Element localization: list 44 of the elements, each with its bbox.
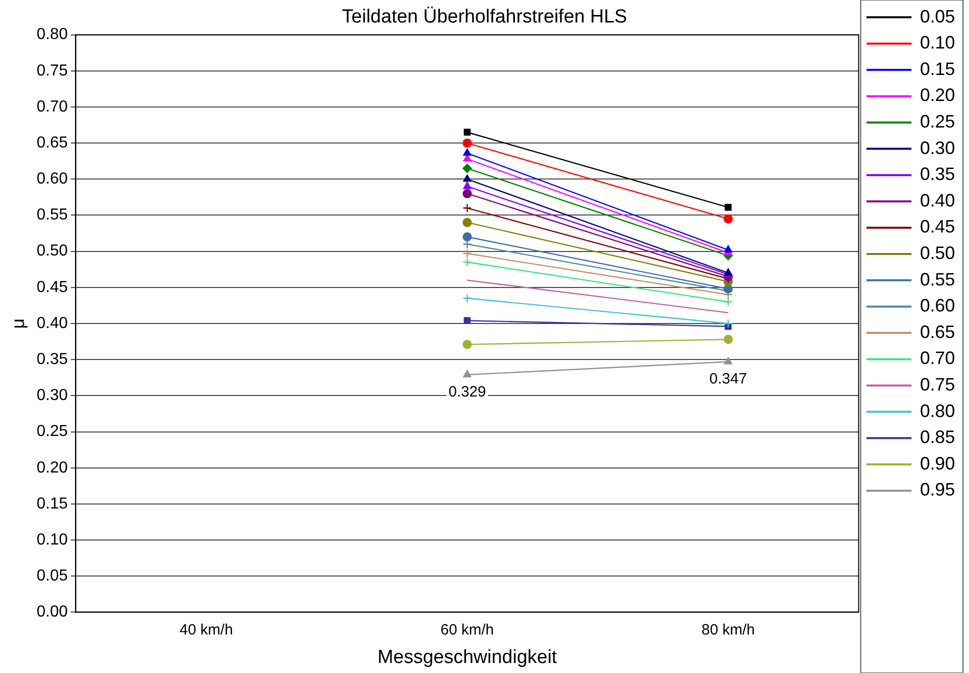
y-tick-label: 0.80	[36, 26, 68, 44]
chart-title: Teildaten Überholfahrstreifen HLS	[342, 6, 628, 28]
legend-label: 0.65	[920, 322, 956, 342]
legend-label: 0.60	[920, 296, 956, 316]
legend-label: 0.40	[920, 190, 956, 210]
legend-label: 0.20	[920, 85, 956, 106]
x-tick-label: 40 km/h	[180, 621, 233, 638]
y-tick-label: 0.10	[36, 531, 68, 548]
legend-label: 0.25	[920, 111, 956, 132]
y-tick-label: 0.60	[36, 170, 68, 188]
y-tick-label: 0.25	[36, 423, 68, 440]
y-tick-label: 0.70	[36, 98, 68, 116]
y-tick-label: 0.55	[36, 206, 68, 224]
legend-label: 0.15	[920, 58, 956, 79]
y-axis-title: μ	[8, 318, 28, 329]
y-tick-label: 0.15	[36, 495, 68, 512]
legend-label: 0.80	[920, 400, 956, 421]
y-tick-label: 0.35	[36, 350, 68, 368]
legend-label: 0.55	[920, 269, 956, 290]
legend-label: 0.30	[920, 138, 956, 158]
x-tick-label: 80 km/h	[702, 621, 755, 638]
legend-label: 0.05	[920, 6, 956, 26]
y-tick-label: 0.65	[36, 134, 68, 152]
legend-label: 0.70	[920, 348, 956, 368]
y-tick-label: 0.75	[36, 62, 68, 80]
legend-label: 0.10	[920, 32, 956, 53]
y-tick-label: 0.20	[36, 459, 68, 476]
y-tick-label: 0.05	[36, 568, 68, 585]
legend-label: 0.45	[920, 216, 956, 237]
annotation: 0.347	[709, 370, 747, 388]
annotation: 0.329	[448, 383, 486, 400]
y-tick-label: 0.30	[36, 387, 68, 404]
x-axis-title: Messgeschwindigkeit	[377, 646, 558, 668]
y-tick-label: 0.50	[36, 242, 68, 260]
legend-label: 0.35	[920, 164, 956, 184]
x-tick-label: 60 km/h	[440, 621, 494, 638]
legend-label: 0.75	[920, 374, 956, 394]
legend-label: 0.90	[920, 453, 956, 474]
legend-label: 0.85	[920, 427, 956, 448]
legend-label: 0.95	[920, 480, 956, 500]
y-tick-label: 0.45	[36, 278, 68, 296]
legend-label: 0.50	[920, 242, 956, 263]
y-tick-label: 0.00	[36, 604, 68, 621]
y-tick-label: 0.40	[36, 314, 68, 332]
